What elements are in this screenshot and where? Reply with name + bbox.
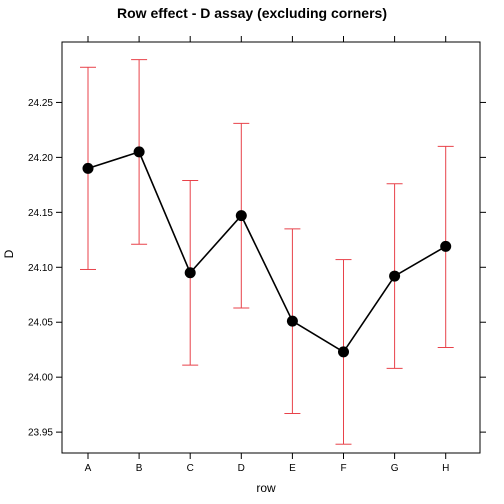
x-ticks-bottom: A B C D E F G H [85, 453, 449, 474]
series-line [87, 150, 447, 353]
x-axis-label: row [256, 481, 276, 495]
data-points [82, 146, 452, 358]
x-tick-label: B [136, 463, 143, 474]
data-point [440, 240, 452, 252]
x-tick-label: C [187, 463, 194, 474]
x-tick-label: D [238, 463, 245, 474]
data-point [235, 210, 247, 222]
data-point [133, 146, 145, 158]
y-tick-label: 24.20 [28, 153, 53, 164]
chart-title: Row effect - D assay (excluding corners) [117, 5, 387, 21]
data-point [389, 270, 401, 282]
y-ticks-right [480, 101, 486, 433]
x-tick-label: A [85, 463, 92, 474]
y-tick-label: 24.05 [28, 318, 53, 329]
x-tick-label: H [442, 463, 449, 474]
y-tick-label: 24.25 [28, 98, 53, 109]
y-axis-label: D [2, 249, 16, 258]
plot-frame [61, 41, 481, 454]
error-bars [80, 59, 454, 445]
y-tick-label: 24.15 [28, 208, 53, 219]
y-tick-label: 23.95 [28, 428, 53, 439]
data-point [184, 267, 196, 279]
y-tick-label: 24.00 [28, 373, 53, 384]
x-tick-label: F [340, 463, 346, 474]
data-point [82, 162, 94, 174]
x-tick-label: G [391, 463, 399, 474]
data-point [338, 346, 349, 358]
data-point [286, 315, 298, 327]
y-tick-label: 24.10 [28, 263, 53, 274]
y-ticks-left: 23.95 24.00 24.05 24.10 24.15 24.20 24.25 [28, 98, 62, 439]
x-tick-label: E [289, 463, 296, 474]
x-ticks-top [87, 36, 447, 42]
